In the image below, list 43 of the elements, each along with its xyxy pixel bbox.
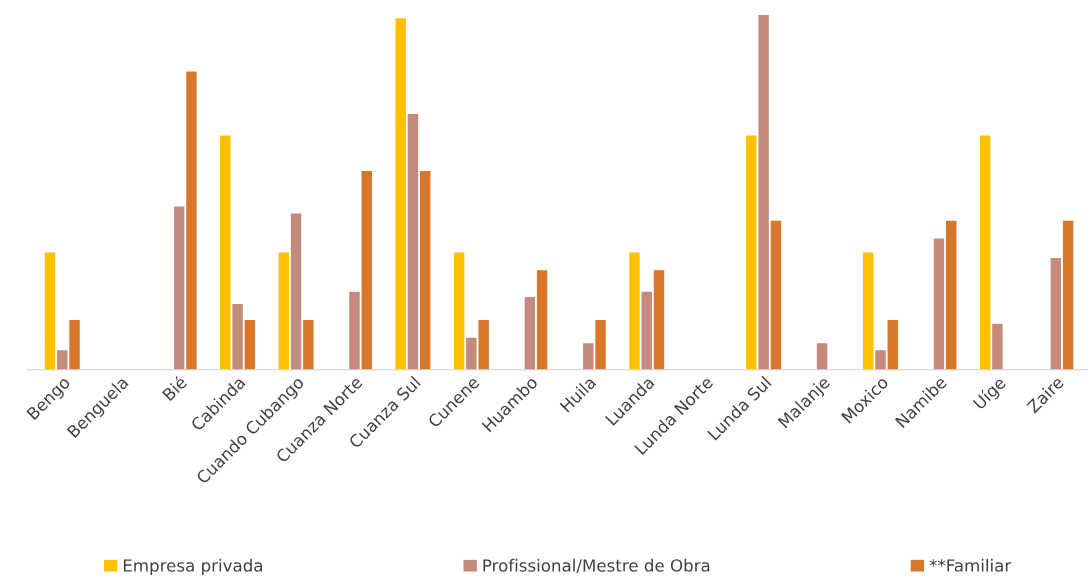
bar (466, 337, 477, 370)
bar (395, 18, 406, 370)
bar (758, 14, 769, 370)
bar (770, 220, 782, 370)
bar (524, 297, 536, 370)
legend-label: Empresa privada (123, 558, 262, 575)
bar (653, 270, 665, 370)
bar (44, 252, 56, 370)
bar (186, 71, 197, 370)
bar (173, 206, 185, 370)
bar (220, 135, 231, 370)
bar (69, 320, 80, 370)
legend-label: **Familiar (929, 558, 1012, 572)
x-tick-label: Bié (161, 374, 188, 402)
bar (992, 323, 1003, 370)
bar (875, 350, 886, 370)
bar (536, 270, 548, 370)
bar (478, 320, 489, 370)
bar (641, 291, 652, 370)
bar (407, 114, 419, 370)
bar (290, 213, 302, 370)
bar (232, 304, 243, 370)
bar (933, 238, 945, 370)
bar (303, 320, 314, 370)
bar (420, 170, 431, 370)
bar (629, 252, 640, 370)
bar (1050, 257, 1062, 370)
bar (887, 320, 899, 370)
bar (1062, 220, 1074, 370)
bar (816, 343, 828, 370)
bar (946, 220, 957, 370)
bar (595, 320, 606, 370)
bar (746, 135, 757, 370)
bar (453, 252, 465, 370)
bar (57, 350, 68, 370)
bar (349, 291, 360, 370)
bar (278, 252, 289, 370)
bar (583, 343, 594, 370)
bar (863, 252, 874, 370)
bar (361, 170, 372, 370)
bar (244, 320, 256, 370)
legend-label: Profissional/Mestre de Obra (483, 558, 710, 574)
bar (979, 135, 991, 370)
